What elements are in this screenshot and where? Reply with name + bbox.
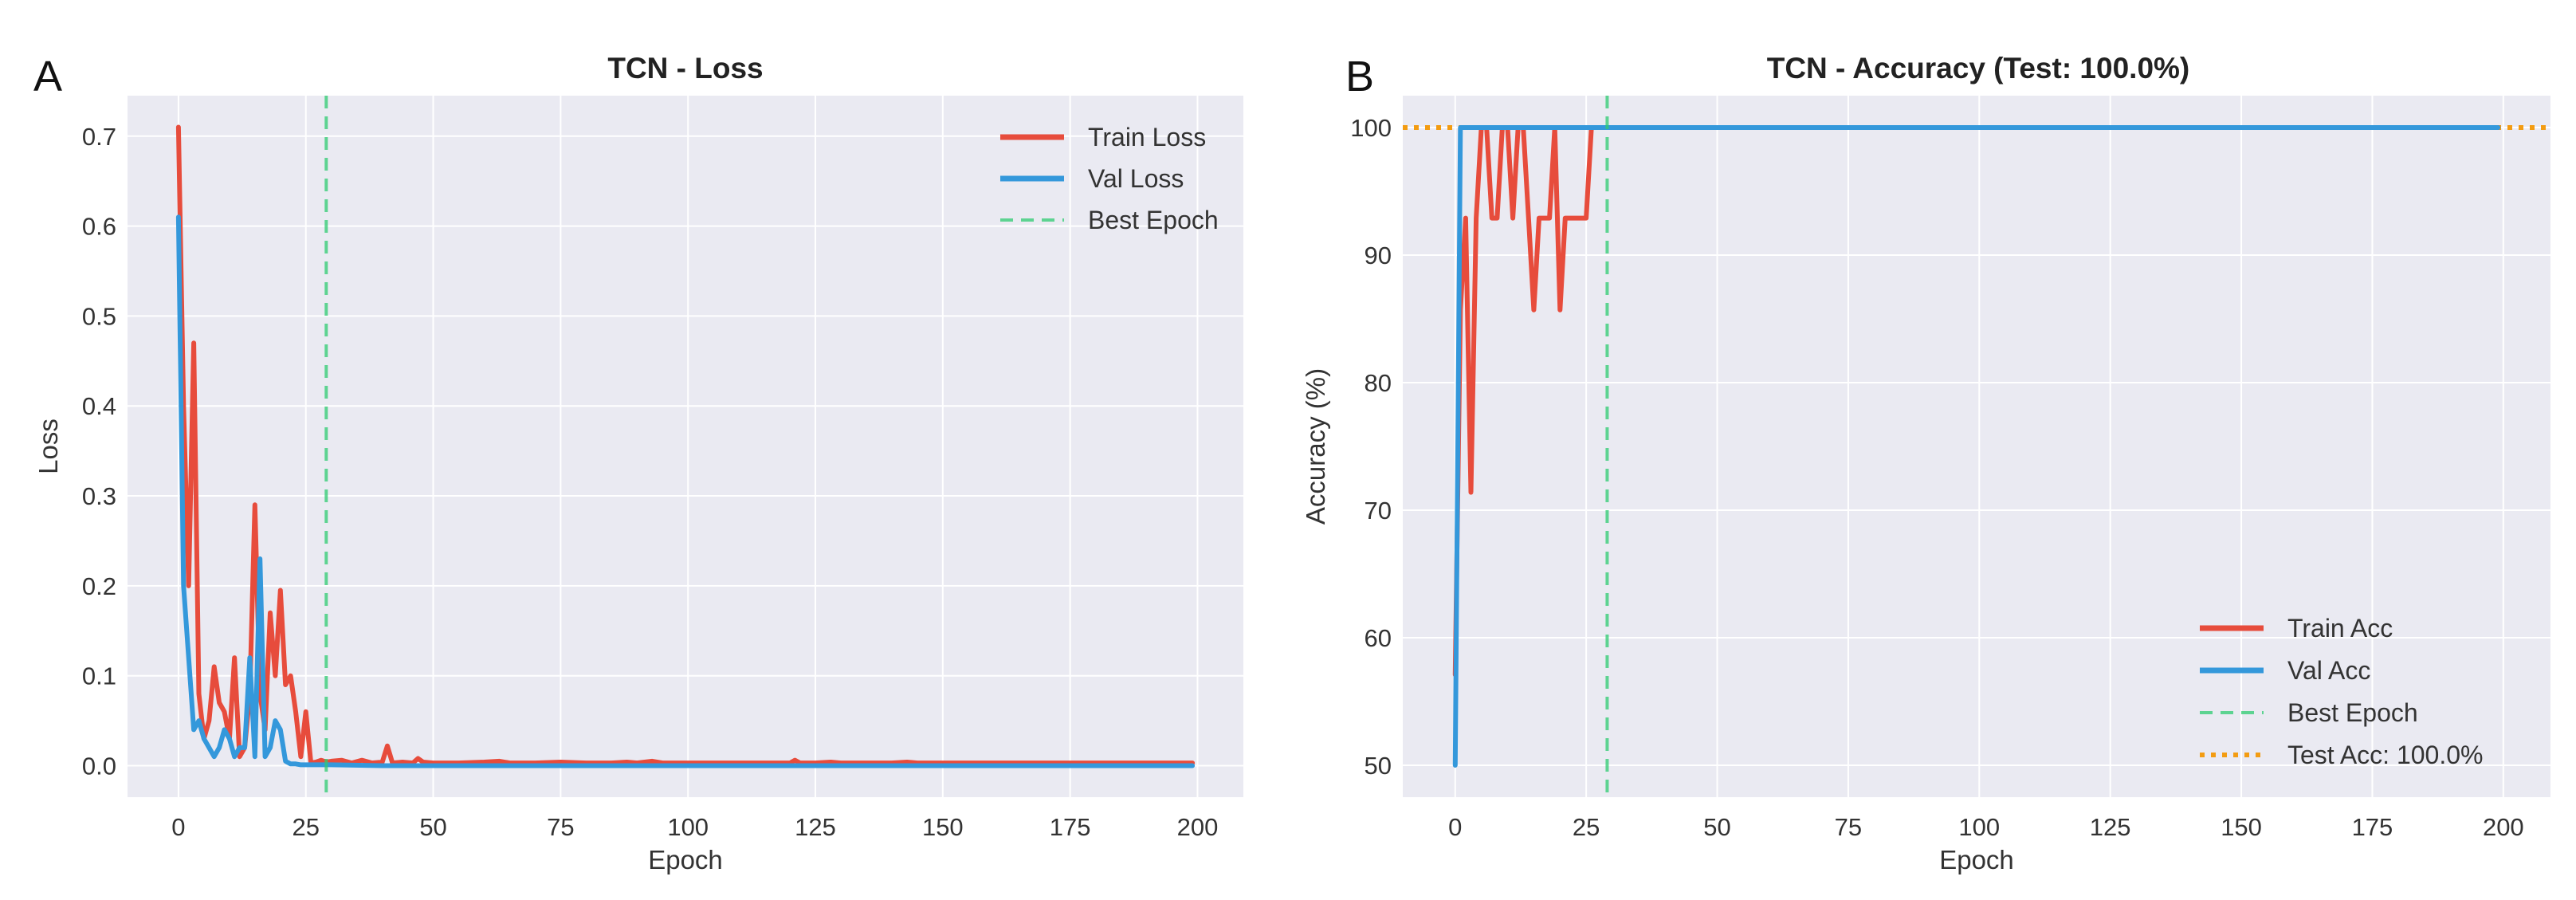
y-tick-label: 0.3 (82, 482, 116, 510)
x-tick-label: 75 (547, 813, 574, 841)
y-tick-label: 90 (1365, 242, 1392, 269)
x-tick-label: 100 (667, 813, 709, 841)
x-tick-label: 150 (922, 813, 964, 841)
x-axis-label-accuracy: Epoch (1939, 845, 2014, 874)
x-tick-label: 0 (1448, 813, 1462, 841)
x-tick-label: 125 (795, 813, 836, 841)
y-tick-label: 0.0 (82, 753, 116, 780)
series-accuracy (1403, 96, 2550, 797)
y-ticks-loss: 0.0 0.1 0.2 0.3 0.4 0.5 0.6 0.7 (82, 123, 116, 780)
val-loss-line (175, 214, 1196, 768)
series-loss (175, 96, 1196, 797)
legend-label-train-loss: Train Loss (1088, 123, 1206, 151)
legend-label-best-epoch-loss: Best Epoch (1088, 206, 1219, 234)
panel-letter-a: A (33, 53, 62, 100)
grid-accuracy (1403, 96, 2550, 797)
y-tick-label: 0.2 (82, 572, 116, 600)
plot-area-loss (128, 96, 1243, 797)
y-tick-label: 0.1 (82, 662, 116, 690)
x-tick-label: 150 (2221, 813, 2262, 841)
x-tick-label: 25 (1573, 813, 1600, 841)
y-tick-label: 0.7 (82, 123, 116, 151)
x-tick-label: 50 (419, 813, 446, 841)
y-tick-label: 50 (1365, 752, 1392, 780)
plot-area-accuracy (1403, 96, 2550, 797)
legend-label-val-loss: Val Loss (1088, 164, 1184, 193)
val-acc-line (1452, 125, 2501, 768)
chart-title-loss: TCN - Loss (607, 52, 763, 84)
panel-b: B TCN - Accuracy (Test: 100.0%) 0 25 50 75 1… (1301, 52, 2550, 874)
x-tick-label: 125 (2090, 813, 2131, 841)
x-tick-label: 175 (1050, 813, 1091, 841)
x-tick-label: 75 (1835, 813, 1862, 841)
legend-label-test-acc: Test Acc: 100.0% (2287, 741, 2483, 769)
y-axis-label-loss: Loss (33, 419, 63, 474)
y-tick-label: 60 (1365, 624, 1392, 652)
chart-title-accuracy: TCN - Accuracy (Test: 100.0%) (1767, 52, 2190, 84)
panel-letter-b: B (1345, 53, 1374, 100)
panel-a: A TCN - Loss 0 25 50 75 100 125 150 175 200 0.00… (33, 52, 1243, 874)
legend-label-best-epoch-acc: Best Epoch (2287, 698, 2418, 727)
x-tick-label: 25 (293, 813, 320, 841)
x-tick-label: 100 (1958, 813, 2000, 841)
x-tick-label: 0 (171, 813, 185, 841)
y-tick-label: 0.4 (82, 392, 116, 420)
x-ticks-loss: 0 25 50 75 100 125 150 175 200 (171, 813, 1218, 841)
y-tick-label: 80 (1365, 369, 1392, 397)
legend-loss: Train Loss Val Loss Best Epoch (1000, 123, 1219, 234)
y-axis-label-accuracy: Accuracy (%) (1301, 368, 1330, 525)
y-tick-label: 70 (1365, 497, 1392, 525)
x-ticks-accuracy: 0 25 50 75 100 125 150 175 200 (1448, 813, 2524, 841)
x-tick-label: 200 (1177, 813, 1219, 841)
x-axis-label-loss: Epoch (648, 845, 723, 874)
x-tick-label: 175 (2352, 813, 2393, 841)
legend-accuracy: Train Acc Val Acc Best Epoch Test Acc: 1… (2200, 614, 2483, 769)
y-tick-label: 100 (1350, 114, 1392, 142)
legend-label-train-acc: Train Acc (2287, 614, 2393, 643)
x-tick-label: 200 (2483, 813, 2524, 841)
y-tick-label: 0.5 (82, 302, 116, 330)
x-tick-label: 50 (1703, 813, 1730, 841)
y-tick-label: 0.6 (82, 213, 116, 241)
legend-label-val-acc: Val Acc (2287, 656, 2370, 685)
y-ticks-accuracy: 50 60 70 80 90 100 (1350, 114, 1392, 780)
